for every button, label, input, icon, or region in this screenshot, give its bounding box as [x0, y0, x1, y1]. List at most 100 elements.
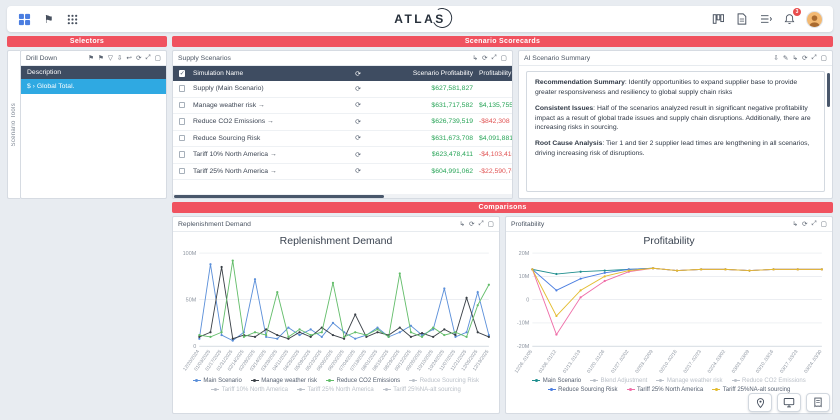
legend-item[interactable]: Reduce CO2 Emissions — [731, 377, 806, 385]
profitability-delta: -$4,103,416 — [479, 151, 512, 159]
user-avatar[interactable] — [806, 10, 823, 28]
notifications-bell-icon[interactable]: 3 — [782, 7, 801, 27]
row-refresh-icon[interactable]: ⟳ — [355, 151, 361, 159]
supply-scenarios-title: Supply Scenarios — [178, 54, 231, 62]
col-profitability-delta[interactable]: Profitability Delta — [479, 70, 512, 77]
legend-item[interactable]: Tariff 25% North America — [626, 386, 703, 394]
row-refresh-icon[interactable]: ⟳ — [355, 135, 361, 143]
legend-item[interactable]: Tariff 10% North America — [211, 386, 288, 394]
col-refresh-icon[interactable]: ⟳ — [355, 70, 361, 78]
refresh-icon[interactable]: ⟳ — [481, 55, 488, 62]
edit-icon[interactable]: ✎ — [782, 55, 789, 62]
notes-button[interactable] — [806, 393, 830, 412]
window-icon[interactable]: ▢ — [154, 55, 161, 62]
scenario-row[interactable]: Supply (Main Scenario) ⟳ $627,581,827 — [173, 81, 512, 98]
scenario-row[interactable]: Tariff 25% North America → ⟳ $604,991,062-… — [173, 164, 512, 180]
tree-row-global-total[interactable]: $ › Global Total. — [21, 79, 166, 94]
download-icon[interactable]: ⇩ — [773, 55, 779, 62]
legend-item[interactable]: Manage weather risk — [656, 377, 723, 385]
link-icon[interactable]: ↳ — [472, 55, 478, 62]
scenario-row[interactable]: Manage weather risk → ⟳ $631,717,582 $4,135… — [173, 98, 512, 114]
refresh-icon[interactable]: ⟳ — [801, 55, 808, 62]
legend-marker-icon — [192, 378, 201, 382]
expand-icon[interactable]: ⤢ — [478, 220, 484, 227]
window-icon[interactable]: ▢ — [820, 55, 827, 62]
expand-icon[interactable]: ⤢ — [491, 54, 497, 61]
description-column-header[interactable]: Description — [21, 66, 166, 79]
location-pin-button[interactable] — [748, 393, 772, 412]
legend-marker-icon — [409, 378, 418, 382]
select-all-checkbox[interactable]: ✓ — [178, 70, 186, 77]
flag-icon[interactable]: ⚑ — [87, 55, 94, 62]
legend-item[interactable]: Tariff 25% North America — [296, 386, 374, 394]
scenario-row[interactable]: Reduce Sourcing Risk ⟳ $631,673,708 $4,091,… — [173, 131, 512, 147]
scenario-row[interactable]: Tariff 10% North America → ⟳ $623,478,411-… — [173, 147, 512, 164]
col-simulation-name[interactable]: Simulation Name — [193, 70, 244, 77]
expand-icon[interactable]: ⤢ — [145, 54, 151, 61]
refresh-icon[interactable]: ⟳ — [135, 55, 142, 62]
supply-table-header: ✓ Simulation Name ⟳ Scenario Profitabili… — [173, 66, 512, 81]
floating-action-buttons — [748, 393, 830, 412]
download-icon[interactable]: ⇩ — [116, 55, 123, 62]
promote-arrow-icon: → — [257, 101, 265, 109]
task-list-icon[interactable] — [758, 12, 773, 27]
svg-text:100M: 100M — [183, 251, 197, 257]
refresh-icon[interactable]: ⟳ — [468, 221, 475, 228]
window-icon[interactable]: ▢ — [820, 221, 827, 228]
row-refresh-icon[interactable]: ⟳ — [355, 85, 361, 93]
expand-icon[interactable]: ⤢ — [811, 220, 817, 227]
legend-item[interactable]: Main Scenario — [192, 377, 242, 385]
filter-icon[interactable]: ▽ — [107, 55, 113, 62]
link-icon[interactable]: ↳ — [459, 221, 465, 228]
window-icon[interactable]: ▢ — [487, 221, 494, 228]
row-checkbox[interactable] — [178, 85, 186, 92]
row-checkbox[interactable] — [178, 101, 186, 109]
window-icon[interactable]: ▢ — [500, 55, 507, 62]
svg-text:02/17..02/23: 02/17..02/23 — [682, 349, 703, 375]
apps-grid-icon[interactable] — [65, 12, 80, 27]
row-checkbox[interactable] — [178, 167, 186, 175]
scenario-tools-tab[interactable]: Scenario Tools — [7, 50, 20, 199]
col-scenario-profitability[interactable]: Scenario Profitability — [412, 70, 473, 77]
promote-arrow-icon: → — [267, 118, 274, 126]
legend-item[interactable]: Tariff 25%NA-alt sourcing — [712, 386, 790, 394]
link-icon[interactable]: ↳ — [792, 55, 798, 62]
legend-item[interactable]: Blend Adjustment — [590, 377, 647, 385]
svg-text:-20M: -20M — [517, 344, 530, 350]
link-icon[interactable]: ↳ — [792, 221, 798, 228]
undo-icon[interactable]: ↩ — [126, 55, 132, 62]
svg-text:-10M: -10M — [517, 321, 530, 327]
row-checkbox[interactable] — [178, 151, 186, 158]
row-refresh-icon[interactable]: ⟳ — [355, 102, 361, 110]
flag-icon[interactable]: ⚑ — [43, 13, 54, 26]
notification-badge: 3 — [793, 7, 801, 16]
screen-share-button[interactable] — [777, 393, 801, 412]
replenishment-panel-title: Replenishment Demand — [178, 220, 251, 228]
legend-item[interactable]: Manage weather risk — [250, 377, 317, 385]
scenario-row[interactable]: Reduce CO2 Emissions → ⟳ $626,739,519 -$842… — [173, 114, 512, 131]
svg-text:12/26..01/05: 12/26..01/05 — [514, 349, 535, 375]
legend-item[interactable]: Reduce CO2 Emissions — [325, 377, 400, 385]
document-icon[interactable] — [734, 12, 749, 27]
scrollbar-thumb[interactable] — [174, 194, 385, 198]
scenario-name: Tariff 10% North America → — [193, 151, 277, 159]
legend-item[interactable]: Tariff 25%NA-alt sourcing — [382, 386, 461, 394]
dashboard-icon[interactable] — [17, 12, 32, 27]
row-refresh-icon[interactable]: ⟳ — [355, 118, 361, 126]
legend-item[interactable]: Reduce Sourcing Risk — [547, 386, 618, 394]
flag-icon[interactable]: ⚑ — [97, 55, 104, 62]
row-checkbox[interactable] — [178, 118, 186, 125]
expand-icon[interactable]: ⤢ — [811, 54, 817, 61]
legend-item[interactable]: Main Scenario — [532, 377, 581, 385]
scenario-name: Manage weather risk → — [193, 101, 265, 109]
refresh-icon[interactable]: ⟳ — [801, 221, 808, 228]
svg-text:03/03..03/09: 03/03..03/09 — [731, 349, 752, 375]
profitability-delta: -$22,590,765 — [479, 167, 512, 175]
horizontal-scrollbar[interactable] — [173, 194, 512, 198]
board-columns-icon[interactable] — [710, 12, 725, 27]
legend-item[interactable]: Reduce Sourcing Risk — [409, 377, 479, 385]
svg-text:0: 0 — [193, 344, 196, 350]
vertical-scrollbar-thumb[interactable] — [827, 73, 830, 107]
row-checkbox[interactable] — [178, 134, 186, 142]
row-refresh-icon[interactable]: ⟳ — [355, 168, 361, 176]
